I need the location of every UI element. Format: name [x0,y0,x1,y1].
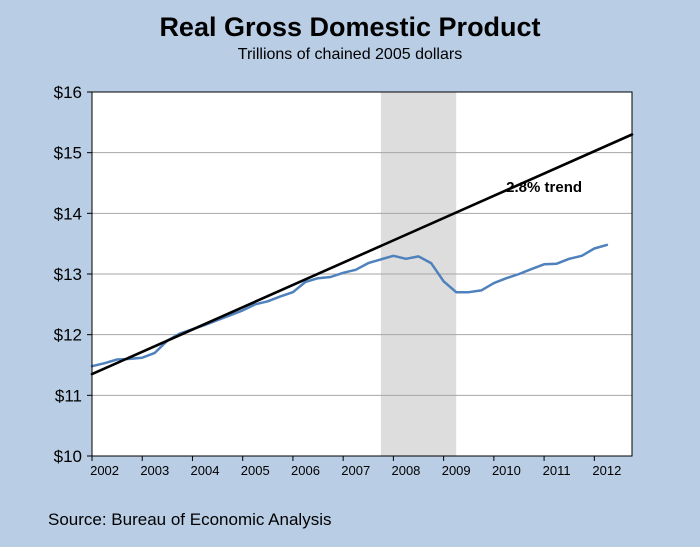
x-tick-label: 2008 [391,463,420,478]
y-tick-label: $11 [55,386,82,405]
source-note: Source: Bureau of Economic Analysis [48,510,332,529]
x-tick-label: 2012 [592,463,621,478]
trend-series-line [90,133,634,376]
trend-annotation: 2.8% trend [506,179,582,196]
y-tick-label: $12 [54,326,82,345]
x-axis-ticks: 2002 2003 2004 2005 2006 2007 2008 2009 2010 2011… [90,456,621,478]
x-tick-label: 2005 [241,463,270,478]
x-tick-label: 2003 [140,463,169,478]
series-layer [90,133,634,376]
x-tick-label: 2006 [291,463,320,478]
x-tick-label: 2007 [341,463,370,478]
chart-title: Real Gross Domestic Product [159,12,541,42]
y-tick-label: $10 [54,447,82,466]
y-tick-label: $15 [54,144,82,163]
x-tick-label: 2009 [442,463,471,478]
y-tick-label: $14 [54,204,82,223]
y-tick-label: $16 [54,83,82,102]
x-tick-label: 2004 [191,463,220,478]
y-tick-label: $13 [54,265,82,284]
x-tick-label: 2010 [492,463,521,478]
y-axis-ticks: $10 $11 $12 $13 $14 $15 $16 [54,83,92,466]
x-tick-label: 2011 [543,463,571,478]
chart-subtitle: Trillions of chained 2005 dollars [237,46,463,63]
x-tick-label: 2002 [90,463,119,478]
